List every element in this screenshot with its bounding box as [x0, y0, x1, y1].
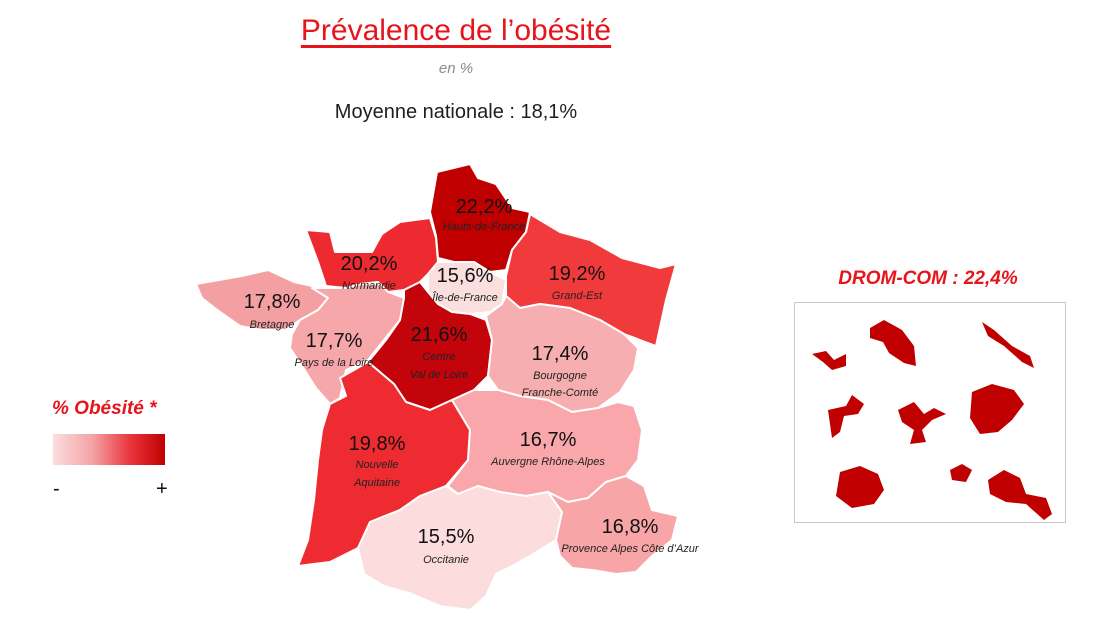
- drom-shape-guyane: [828, 395, 864, 438]
- value-hauts-de-france: 22,2%: [456, 196, 513, 218]
- name-pays-de-la-loire: Pays de la Loire: [295, 357, 374, 369]
- name-normandie: Normandie: [342, 280, 396, 292]
- legend-gradient-bar: [53, 434, 165, 465]
- value-grand-est: 19,2%: [549, 263, 606, 285]
- value-pays-de-la-loire: 17,7%: [306, 330, 363, 352]
- value-bretagne: 17,8%: [244, 291, 301, 313]
- value-paca: 16,8%: [602, 516, 659, 538]
- name-grand-est: Grand-Est: [552, 290, 603, 302]
- drom-com-title: DROM-COM : 22,4%: [838, 268, 1018, 289]
- legend-title: % Obésité *: [52, 398, 157, 419]
- drom-shape-wallis: [950, 464, 972, 482]
- value-auvergne-rhone-alpes: 16,7%: [520, 429, 577, 451]
- value-normandie: 20,2%: [341, 253, 398, 275]
- name-auvergne-rhone-alpes: Auvergne Rhône-Alpes: [490, 456, 605, 468]
- value-centre-val-de-loire: 21,6%: [411, 324, 468, 346]
- region-shape-paca[interactable]: [547, 475, 679, 575]
- drom-shape-polynesie: [988, 470, 1052, 520]
- name-nouvelle-aquitaine-line1: Nouvelle: [356, 459, 399, 471]
- drom-shape-guadeloupe: [812, 351, 846, 370]
- name-centre-val-de-loire-line2: Val de Loire: [410, 369, 468, 381]
- national-average: Moyenne nationale : 18,1%: [334, 101, 578, 123]
- value-bourgogne-franche-comte: 17,4%: [532, 343, 589, 365]
- value-ile-de-france: 15,6%: [437, 265, 494, 287]
- drom-shape-mayotte: [982, 322, 1034, 368]
- map-subtitle: en %: [438, 60, 474, 77]
- map-title: Prévalence de l’obésité: [300, 14, 612, 47]
- name-bretagne: Bretagne: [250, 319, 295, 331]
- drom-com-territories: [812, 320, 1052, 520]
- name-ile-de-france: Île-de-France: [432, 291, 497, 304]
- name-bourgogne-franche-comte-line2: Franche-Comté: [522, 387, 598, 399]
- name-paca: Provence Alpes Côte d’Azur: [561, 543, 699, 555]
- drom-shape-reunion: [836, 466, 884, 508]
- name-nouvelle-aquitaine-line2: Aquitaine: [353, 477, 400, 489]
- name-centre-val-de-loire-line1: Centre: [422, 351, 455, 363]
- name-occitanie: Occitanie: [423, 554, 469, 566]
- drom-com-box: [794, 302, 1066, 523]
- name-hauts-de-france: Hauts-de-France: [443, 221, 526, 233]
- value-nouvelle-aquitaine: 19,8%: [349, 433, 406, 455]
- drom-shape-nouvelle-caledonie: [970, 384, 1024, 434]
- value-occitanie: 15,5%: [418, 526, 475, 548]
- legend-min-label: -: [53, 478, 60, 500]
- region-labels: 22,2% Hauts-de-France 20,2% Normandie 15…: [244, 196, 700, 566]
- drom-shape-saint-pierre: [898, 402, 946, 444]
- name-bourgogne-franche-comte-line1: Bourgogne: [533, 370, 587, 382]
- legend-max-label: +: [156, 478, 168, 500]
- drom-shape-martinique: [870, 320, 916, 366]
